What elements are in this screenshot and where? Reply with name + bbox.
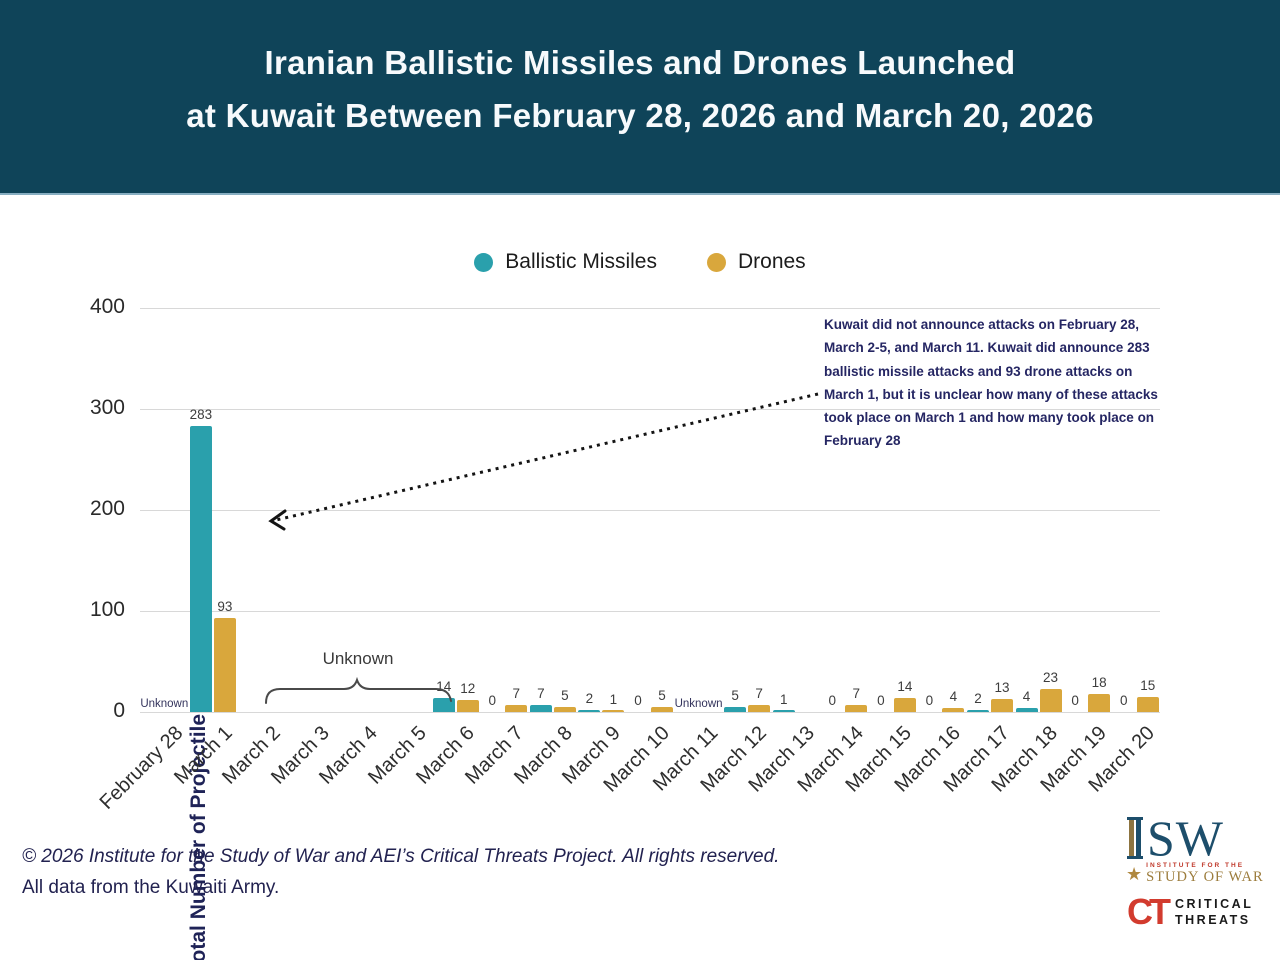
bar [772,710,795,712]
bar-value-label: 7 [852,685,861,701]
gridline [140,711,1160,713]
gridline [140,307,1160,309]
chart-title-line1: Iranian Ballistic Missiles and Drones La… [264,44,1016,81]
bar-value-label: 0 [1119,693,1128,708]
legend: Ballistic Missiles Drones [0,250,1280,274]
bar [942,707,965,712]
bar [456,699,479,712]
y-tick-label: 300 [89,396,125,419]
bar-value-label: 4 [949,688,958,704]
bar [724,706,747,712]
unknown-brace-label: Unknown [322,649,394,668]
legend-label: Drones [737,250,806,273]
bar-value-label: 283 [189,407,213,423]
bar-value-label: 23 [1043,669,1059,685]
bar-value-label: 4 [1022,688,1031,704]
y-tick-label: 0 [113,699,125,722]
isw-letters-sw: SW [1147,810,1224,866]
bar-value-label: 1 [779,692,788,707]
bar [845,704,868,712]
bar-value-label: 0 [488,693,497,708]
isw-wordmark: SW [1126,810,1266,866]
bar-value-label: 0 [1071,693,1079,708]
bar-value-label: 7 [512,685,521,701]
star-icon: ★ [1126,864,1143,884]
bar-value-label: 0 [877,693,885,708]
bar [602,710,625,712]
chart-title-line2: at Kuwait Between February 28, 2026 and … [186,97,1094,134]
bar-value-label: 0 [634,693,642,708]
bar-value-label: 1 [609,692,618,707]
isw-subtitle-line2: STUDY OF WAR [1146,869,1264,885]
header-banner: Iranian Ballistic Missiles and Drones La… [0,0,1280,195]
bar [505,704,528,712]
bar [893,697,916,712]
isw-subtitle: ★ INSTITUTE FOR THE STUDY OF WAR [1126,862,1266,886]
bar-value-label: 5 [658,687,666,703]
ct-text-line2: THREATS [1175,913,1251,927]
bar [578,709,601,712]
bar-value-label: 0 [925,693,934,708]
bar-value-label: 18 [1091,674,1107,690]
bar [1039,688,1062,712]
gridline [140,509,1160,511]
critical-threats-logo: CT CRITICAL THREATS [1127,894,1253,930]
bar-value-label: 93 [217,599,233,615]
bar-value-label: 13 [994,679,1010,695]
bar [1136,696,1159,712]
isw-subtitle-line1: INSTITUTE FOR THE [1146,862,1245,869]
unknown-note: Unknown [140,698,189,710]
legend-item-ballistic-missiles: Ballistic Missiles [474,250,657,274]
ballistic-missiles-dot-icon [474,252,494,272]
bar-value-label: 2 [585,690,594,706]
annotation-text: Kuwait did not announce attacks on Febru… [824,317,1158,449]
bar [213,618,236,712]
legend-item-drones: Drones [706,250,806,274]
bar-value-label: 14 [897,678,913,694]
isw-logo: SW ★ INSTITUTE FOR THE STUDY OF WAR [1126,810,1266,886]
gridline [140,610,1160,612]
bar-value-label: 7 [537,685,545,701]
legend-label: Ballistic Missiles [505,250,657,273]
bar-value-label: 15 [1140,677,1156,693]
bar [748,704,771,712]
bar [967,709,989,712]
y-tick-label: 200 [89,497,125,520]
copyright-line: © 2026 Institute for the Study of War an… [22,846,780,867]
y-tick-label: 400 [89,295,125,318]
bar-value-label: 7 [755,685,763,701]
isw-letter-i-icon [1126,816,1144,860]
bar [991,698,1013,712]
bar-value-label: 5 [561,687,569,703]
bar [432,697,455,712]
bar-value-label: 2 [974,690,982,706]
bar-value-label: 12 [460,680,476,696]
bar [1088,693,1111,712]
bar [651,706,673,712]
bar [1015,707,1038,712]
ct-mark-icon: CT [1127,891,1171,932]
unknown-note: Unknown [674,698,723,710]
drones-dot-icon [706,252,726,272]
bar [553,706,576,712]
data-source-line: All data from the Kuwaiti Army. [22,877,280,898]
bar [529,704,552,712]
bar-value-label: 0 [828,693,837,708]
bar [189,426,212,712]
y-tick-label: 100 [89,598,125,621]
bar-value-label: 5 [731,687,739,703]
ct-text-line1: CRITICAL [1175,897,1254,911]
